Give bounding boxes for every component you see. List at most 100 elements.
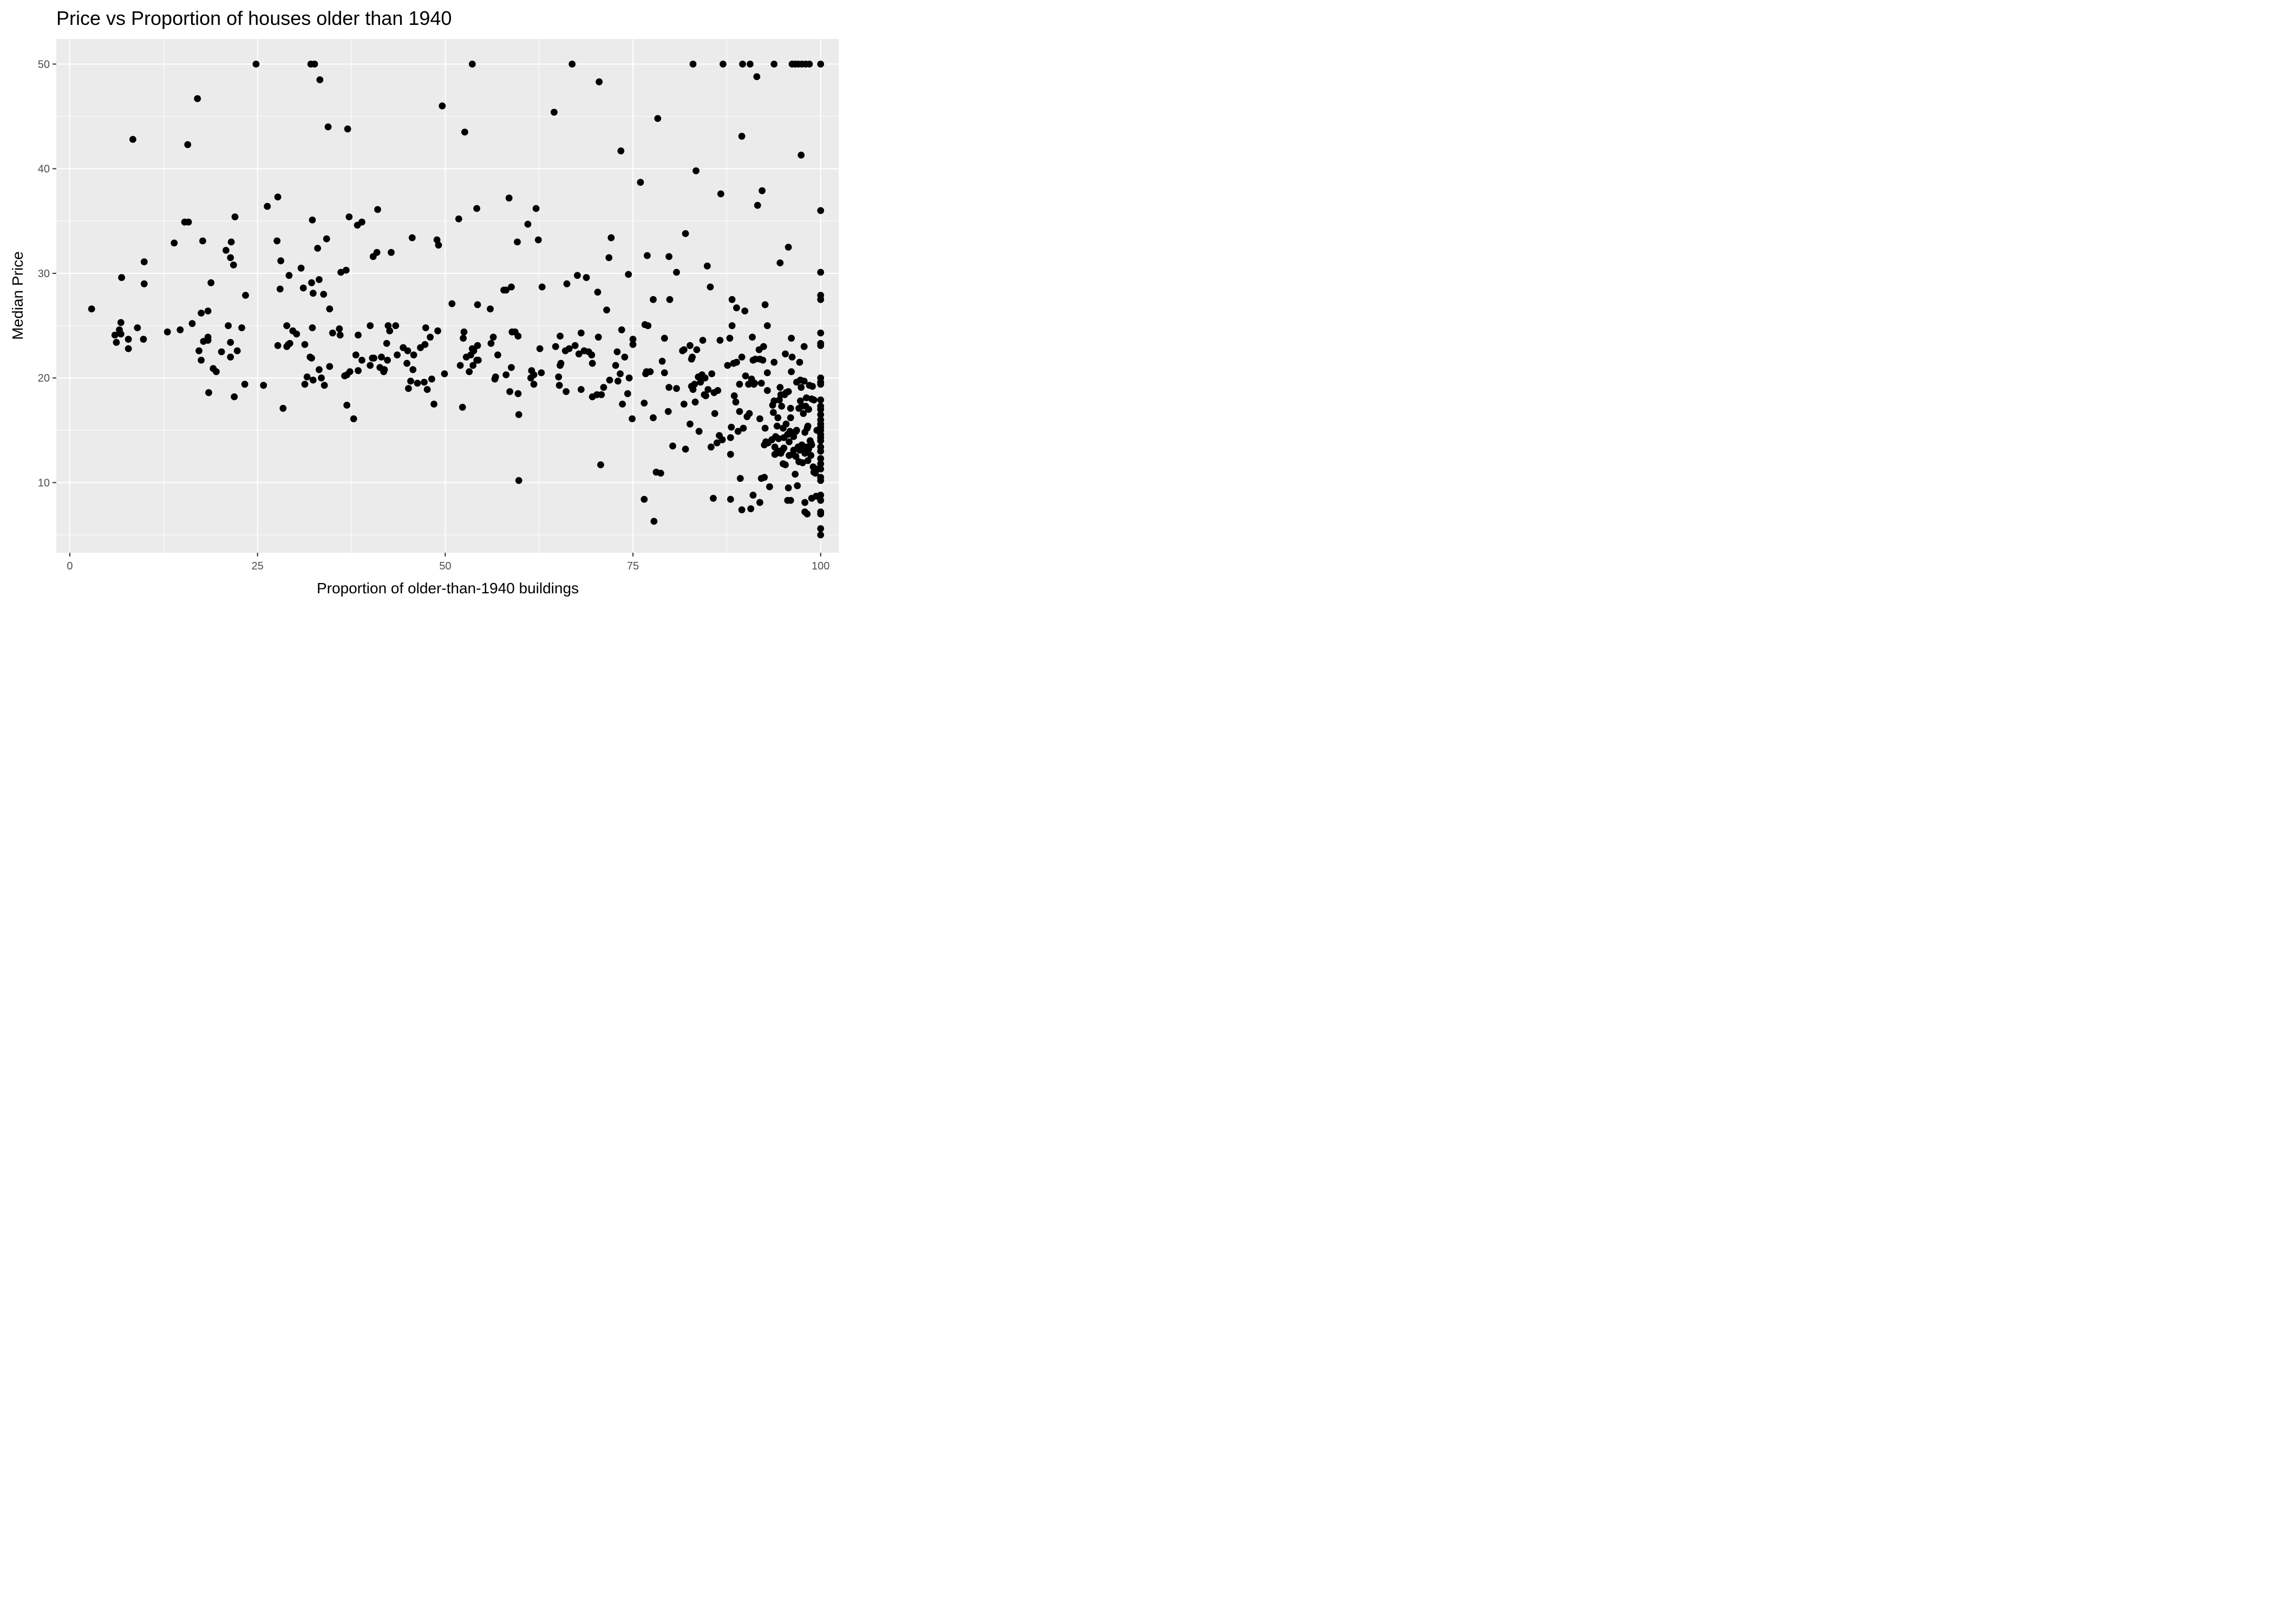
data-point — [817, 477, 825, 484]
data-point — [732, 398, 740, 406]
data-point — [199, 237, 206, 245]
data-point — [761, 474, 768, 481]
y-tick-label: 40 — [38, 163, 50, 175]
data-point — [654, 115, 662, 122]
data-point — [188, 320, 196, 328]
data-point — [198, 357, 205, 364]
data-point — [785, 388, 792, 395]
data-point — [788, 368, 795, 375]
data-point — [403, 359, 410, 367]
data-point — [664, 408, 672, 415]
data-point — [358, 218, 365, 226]
data-point — [336, 331, 344, 339]
data-point — [759, 187, 766, 194]
data-point — [817, 510, 825, 518]
data-point — [695, 428, 703, 435]
data-point — [600, 384, 607, 391]
data-point — [378, 353, 385, 361]
data-point — [817, 492, 825, 499]
chart-title: Price vs Proportion of houses older than… — [56, 7, 452, 29]
data-point — [343, 402, 351, 409]
data-point — [117, 330, 125, 338]
data-point — [207, 279, 215, 286]
data-point — [689, 386, 697, 393]
data-point — [474, 301, 481, 309]
data-point — [624, 390, 631, 397]
data-point — [741, 307, 749, 315]
y-tick-label: 50 — [38, 58, 50, 70]
data-point — [171, 239, 178, 247]
data-point — [770, 409, 777, 416]
x-tick-label: 0 — [67, 560, 73, 572]
data-point — [233, 347, 241, 355]
data-point — [430, 401, 437, 408]
data-point — [796, 358, 803, 366]
data-point — [786, 428, 794, 435]
data-point — [736, 408, 743, 415]
data-point — [726, 335, 734, 342]
data-point — [629, 415, 636, 422]
data-point — [227, 339, 234, 346]
data-point — [760, 343, 767, 350]
data-point — [804, 422, 812, 430]
data-point — [309, 324, 316, 331]
data-point — [594, 289, 602, 296]
data-point — [736, 381, 743, 388]
data-point — [583, 274, 590, 281]
data-point — [766, 483, 773, 490]
data-point — [326, 305, 334, 313]
data-point — [817, 411, 825, 418]
data-point — [703, 263, 711, 270]
data-point — [738, 506, 746, 514]
data-point — [594, 333, 602, 341]
data-point — [665, 253, 672, 260]
data-point — [644, 322, 652, 329]
data-point — [761, 301, 769, 309]
data-point — [475, 357, 482, 364]
data-point — [460, 335, 467, 342]
data-point — [658, 357, 666, 365]
data-point — [384, 357, 391, 364]
data-point — [309, 376, 317, 384]
data-point — [701, 374, 709, 382]
data-point — [787, 414, 794, 422]
data-point — [641, 400, 648, 407]
data-point — [796, 397, 804, 405]
data-point — [227, 238, 235, 246]
data-point — [761, 424, 769, 432]
data-point — [650, 414, 657, 422]
data-point — [370, 355, 377, 362]
data-point — [297, 264, 305, 272]
data-point — [185, 218, 192, 226]
data-point — [505, 194, 513, 202]
data-point — [195, 347, 202, 355]
data-point — [514, 238, 521, 246]
data-point — [625, 374, 633, 382]
data-point — [469, 362, 476, 369]
data-point — [421, 378, 428, 386]
data-point — [625, 271, 632, 278]
data-point — [563, 388, 570, 395]
data-point — [204, 337, 212, 344]
data-point — [316, 366, 323, 374]
data-point — [409, 366, 417, 374]
data-point — [514, 390, 522, 397]
data-point — [614, 377, 622, 385]
data-point — [689, 61, 697, 68]
data-point — [817, 296, 825, 303]
data-point — [408, 234, 416, 241]
data-point — [242, 292, 249, 299]
data-point — [534, 236, 542, 244]
data-point — [644, 252, 651, 259]
data-point — [574, 272, 581, 279]
data-point — [218, 348, 225, 356]
data-point — [433, 236, 441, 244]
data-point — [817, 437, 825, 444]
data-point — [394, 351, 401, 359]
data-point — [605, 254, 613, 261]
data-point — [473, 205, 480, 212]
data-point — [809, 383, 816, 390]
data-point — [308, 279, 315, 286]
data-point — [514, 332, 522, 340]
data-point — [817, 329, 825, 337]
